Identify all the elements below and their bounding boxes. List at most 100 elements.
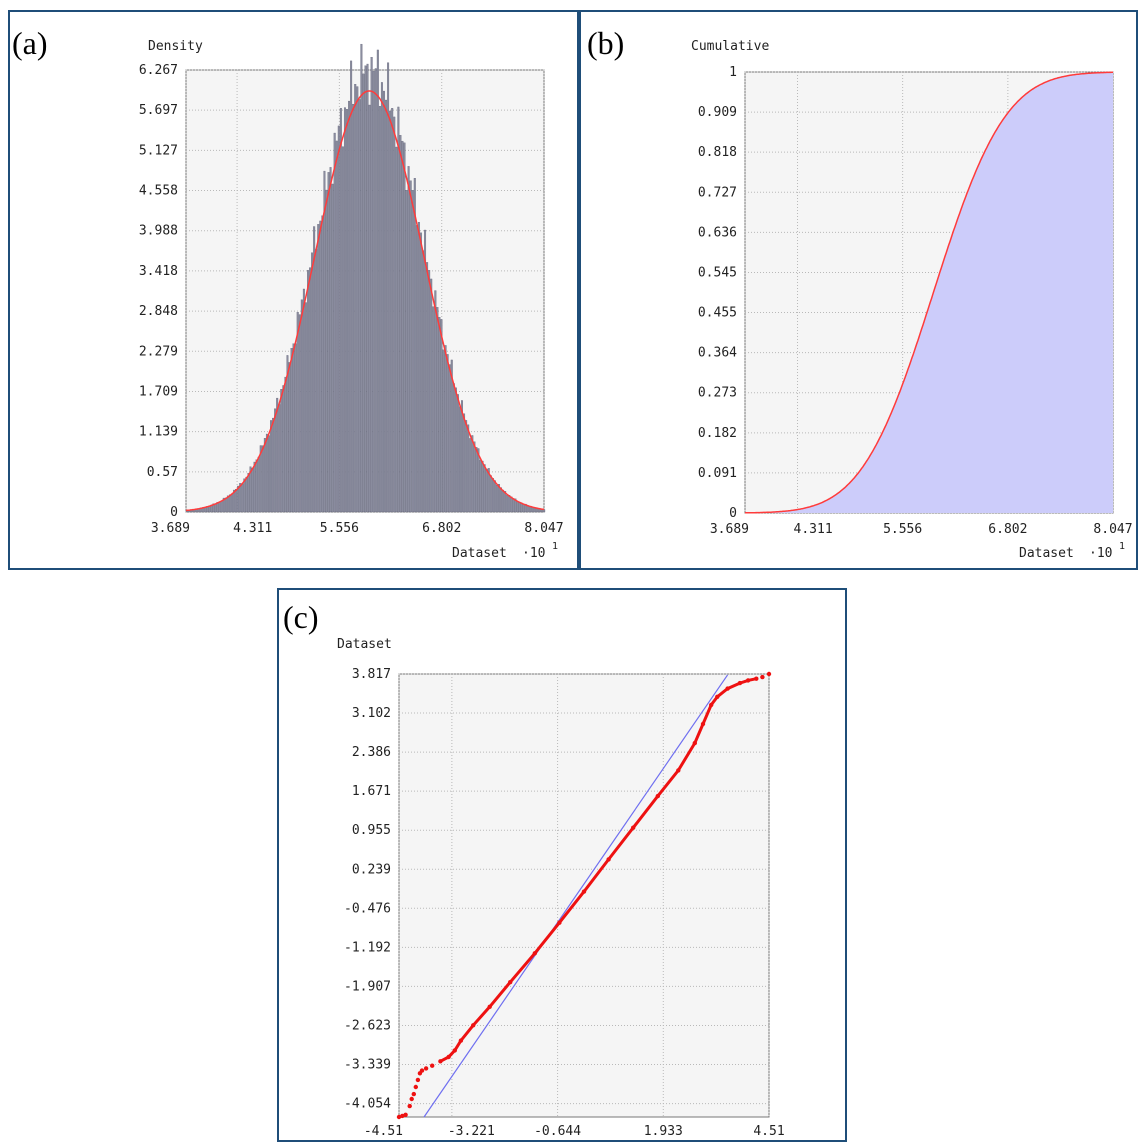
x-multiplier-exp-b: 1 (1119, 541, 1125, 552)
histogram-bar (391, 108, 394, 513)
histogram-bar (319, 220, 322, 513)
y-tick-label-c: -2.623 (344, 1018, 391, 1033)
histogram-bar (315, 248, 318, 513)
histogram-bar (426, 262, 429, 513)
y-tick-label-b: 0 (729, 506, 737, 521)
histogram-bar (245, 476, 248, 513)
chart-a-svg: (a) Density 6.267 5.697 5.127 4.558 3.988 3.4… (12, 25, 564, 561)
quantile-point (700, 721, 706, 727)
quantile-point (458, 1038, 464, 1043)
histogram-bar (233, 489, 236, 513)
quantile-point (745, 678, 751, 683)
histogram-bar (473, 441, 476, 513)
histogram-bar (307, 270, 309, 513)
y-tick-label-a: 2.848 (139, 304, 178, 319)
histogram-bar (374, 68, 377, 513)
histogram-bar (407, 166, 410, 513)
quantile-point (423, 1066, 429, 1071)
histogram-bar (249, 466, 252, 513)
histogram-bar (463, 413, 466, 513)
histogram-bar (411, 190, 414, 513)
histogram-bar (415, 225, 418, 513)
y-axis-title-c: Dataset (337, 637, 392, 652)
histogram-bar (452, 383, 455, 513)
histogram-bar (300, 299, 303, 513)
histogram-bar (228, 494, 231, 513)
x-multiplier-exp-a: 1 (552, 541, 558, 552)
x-multiplier-a: ·10 (522, 546, 545, 561)
histogram-bar (376, 49, 379, 513)
histogram-bar (458, 406, 461, 513)
panel-label-a: (a) (12, 25, 48, 61)
y-tick-label-b: 0.545 (698, 265, 737, 280)
quantile-point (487, 1004, 492, 1009)
histogram-bar (405, 190, 408, 513)
y-tick-label-b: 0.182 (698, 426, 737, 441)
histogram-bar (356, 86, 359, 513)
histogram-bar (343, 107, 346, 513)
y-tick-label-a: 3.418 (139, 264, 178, 279)
reference-line-c (423, 674, 729, 1118)
histogram-bar (226, 495, 229, 513)
histogram-bar (481, 460, 484, 513)
quantile-point (631, 825, 636, 830)
histogram-bar (333, 132, 336, 513)
histogram-bar (432, 306, 435, 513)
histogram-bar (317, 224, 320, 513)
histogram-bar (276, 397, 279, 513)
histogram-bar (372, 70, 375, 513)
histogram-bar (383, 90, 385, 513)
y-tick-label-b: 0.818 (698, 145, 737, 160)
y-tick-label-b: 0.091 (698, 466, 737, 481)
histogram-bar (428, 270, 431, 513)
cumulative-curve-b (745, 71, 1113, 514)
histogram-bar (267, 435, 270, 513)
histogram-bar (417, 222, 420, 513)
histogram-bar (337, 125, 340, 513)
histogram-bar (222, 497, 225, 513)
histogram-bar (251, 467, 254, 513)
x-tick-label-a: 3.689 (151, 521, 190, 536)
histogram-bar (270, 420, 273, 513)
histogram-bar (220, 500, 223, 513)
histogram-bar (274, 408, 277, 513)
histogram-bars-a (185, 43, 546, 513)
y-tick-label-a: 2.279 (139, 344, 178, 359)
histogram-bar (403, 142, 406, 513)
quantile-point (411, 1091, 416, 1097)
histogram-bar (442, 349, 445, 513)
histogram-bar (502, 489, 505, 513)
histogram-bar (516, 501, 519, 513)
histogram-bar (237, 485, 240, 513)
y-tick-label-b: 0.455 (698, 306, 737, 321)
histogram-bar (440, 319, 443, 513)
y-tick-label-c: -0.476 (344, 901, 391, 916)
quantile-point (754, 676, 759, 681)
histogram-bar (385, 99, 388, 513)
histogram-bar (313, 226, 316, 513)
quantile-point (471, 1023, 476, 1028)
quantile-point (581, 889, 587, 894)
y-tick-label-a: 0 (170, 505, 178, 520)
y-tick-label-c: -3.339 (344, 1058, 391, 1073)
normal-fit-curve-a (185, 90, 545, 512)
histogram-bar (479, 459, 482, 513)
histogram-bar (378, 106, 381, 513)
histogram-bar (261, 445, 264, 513)
histogram-bar (231, 494, 233, 513)
y-tick-label-b: 0.636 (698, 225, 737, 240)
x-tick-label-a: 8.047 (524, 521, 563, 536)
histogram-bar (292, 343, 295, 513)
histogram-bar (419, 232, 422, 513)
histogram-bar (518, 501, 521, 513)
histogram-bar (524, 503, 527, 513)
histogram-bar (218, 501, 221, 513)
x-tick-label-a: 6.802 (422, 521, 461, 536)
y-tick-label-a: 1.139 (139, 425, 178, 440)
histogram-bar (302, 288, 305, 513)
histogram-bar (471, 435, 474, 513)
histogram-bar (294, 343, 297, 513)
histogram-bar (278, 404, 281, 513)
histogram-bar (495, 484, 498, 513)
histogram-bar (255, 459, 258, 513)
